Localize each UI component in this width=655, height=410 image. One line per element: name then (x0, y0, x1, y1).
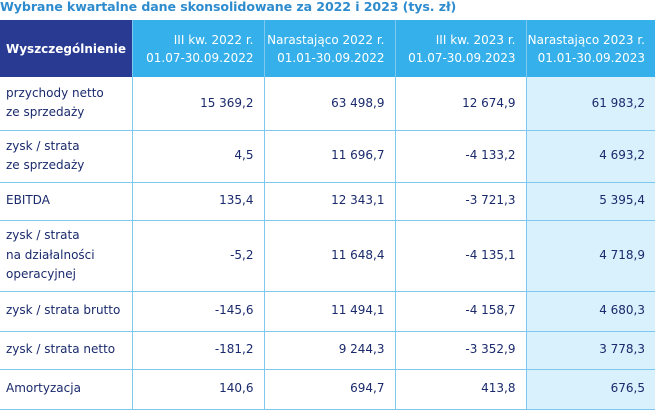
row-label: zysk / strata brutto (0, 291, 133, 332)
table-row: zysk / strata brutto -145,6 11 494,1 -4 … (0, 291, 655, 332)
header-description: Wyszczególnienie (0, 20, 133, 77)
financial-data-table: Wyszczególnienie III kw. 2022 r. 01.07-3… (0, 20, 655, 410)
cell-value: 140,6 (132, 369, 265, 410)
cell-value: 4 680,3 (526, 291, 655, 332)
cell-value: 9 244,3 (264, 331, 396, 370)
header-col-q3-2022: III kw. 2022 r. 01.07-30.09.2022 (132, 20, 265, 77)
cell-value: 11 648,4 (264, 220, 396, 292)
header-col-ytd-2022: Narastająco 2022 r. 01.01-30.09.2022 (264, 20, 396, 77)
cell-value: 4 693,2 (526, 130, 655, 183)
cell-value: 3 778,3 (526, 331, 655, 370)
row-label: zysk / strata ze sprzedaży (0, 130, 133, 183)
header-col-ytd-2023-label: Narastająco 2023 r. (527, 32, 645, 47)
row-label-line: przychody netto (6, 85, 104, 100)
cell-value: -3 721,3 (395, 182, 527, 221)
cell-value: 63 498,9 (264, 77, 396, 131)
header-row: Wyszczególnienie III kw. 2022 r. 01.07-3… (0, 20, 655, 77)
cell-value: -4 135,1 (395, 220, 527, 292)
cell-value: 135,4 (132, 182, 265, 221)
row-label-line: zysk / strata (6, 138, 80, 153)
row-label-line: EBITDA (6, 193, 50, 208)
cell-value: 12 343,1 (264, 182, 396, 221)
cell-value: -4 158,7 (395, 291, 527, 332)
table-row: zysk / strata na działalności operacyjne… (0, 220, 655, 292)
row-label: Amortyzacja (0, 369, 133, 410)
cell-value: 4,5 (132, 130, 265, 183)
table-row: EBITDA 135,4 12 343,1 -3 721,3 5 395,4 (0, 182, 655, 221)
cell-value: -181,2 (132, 331, 265, 370)
header-col-q3-2023: III kw. 2023 r. 01.07-30.09.2023 (395, 20, 527, 77)
cell-value: -145,6 (132, 291, 265, 332)
row-label-line: Amortyzacja (6, 381, 81, 396)
cell-value: 12 674,9 (395, 77, 527, 131)
header-col-ytd-2023: Narastająco 2023 r. 01.01-30.09.2023 (526, 20, 655, 77)
row-label: zysk / strata na działalności operacyjne… (0, 220, 133, 292)
table-title: Wybrane kwartalne dane skonsolidowane za… (0, 0, 457, 14)
header-col-ytd-2022-period: 01.01-30.09.2022 (277, 50, 385, 65)
row-label-line: ze sprzedaży (6, 158, 85, 172)
cell-value: 694,7 (264, 369, 396, 410)
row-label-line: zysk / strata brutto (6, 303, 121, 318)
header-col-ytd-2023-period: 01.01-30.09.2023 (537, 50, 645, 65)
table-row: zysk / strata ze sprzedaży 4,5 11 696,7 … (0, 130, 655, 183)
header-col-q3-2023-label: III kw. 2023 r. (435, 32, 516, 47)
cell-value: 676,5 (526, 369, 655, 410)
cell-value: 4 718,9 (526, 220, 655, 292)
row-label-line: na działalności (6, 247, 95, 262)
row-label-line: ze sprzedaży (6, 105, 85, 120)
cell-value: 11 696,7 (264, 130, 396, 183)
header-col-q3-2022-period: 01.07-30.09.2022 (146, 50, 254, 65)
row-label: zysk / strata netto (0, 331, 133, 370)
cell-value: 61 983,2 (526, 77, 655, 131)
row-label-line: operacyjnej (6, 267, 76, 282)
cell-value: -4 133,2 (395, 130, 527, 183)
row-label-line: zysk / strata (6, 228, 80, 243)
table-row: zysk / strata netto -181,2 9 244,3 -3 35… (0, 331, 655, 370)
cell-value: -3 352,9 (395, 331, 527, 370)
cell-value: 11 494,1 (264, 291, 396, 332)
cell-value: -5,2 (132, 220, 265, 292)
row-label-line: zysk / strata netto (6, 342, 116, 357)
header-col-ytd-2022-label: Narastająco 2022 r. (267, 32, 385, 47)
cell-value: 413,8 (395, 369, 527, 410)
cell-value: 15 369,2 (132, 77, 265, 131)
row-label: EBITDA (0, 182, 133, 221)
header-col-q3-2023-period: 01.07-30.09.2023 (408, 50, 516, 65)
row-label: przychody netto ze sprzedaży (0, 77, 133, 131)
table-row: przychody netto ze sprzedaży 15 369,2 63… (0, 77, 655, 131)
cell-value: 5 395,4 (526, 182, 655, 221)
header-col-q3-2022-label: III kw. 2022 r. (173, 32, 254, 47)
table-row: Amortyzacja 140,6 694,7 413,8 676,5 (0, 369, 655, 410)
